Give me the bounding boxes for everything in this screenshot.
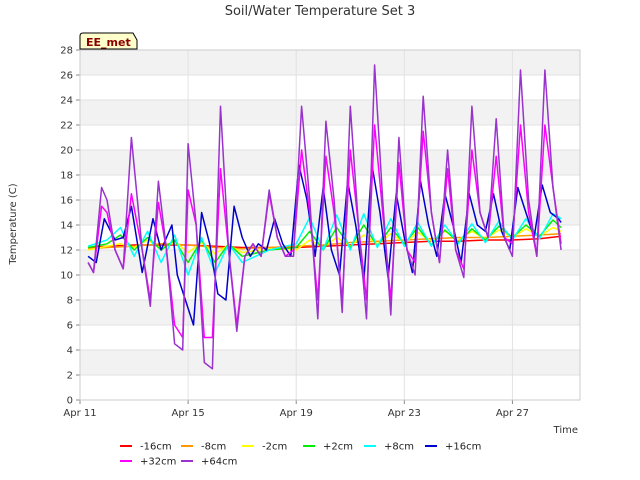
grid-band bbox=[80, 75, 580, 100]
legend-label: +2cm bbox=[323, 442, 353, 453]
y-tick-label: 12 bbox=[60, 246, 73, 257]
grid-band bbox=[80, 100, 580, 125]
legend-label: -16cm bbox=[140, 442, 172, 453]
grid-band bbox=[80, 375, 580, 400]
legend-label: +8cm bbox=[384, 442, 414, 453]
legend-item: +64cm bbox=[181, 457, 237, 468]
grid-band bbox=[80, 125, 580, 150]
station-badge: EE_met bbox=[79, 32, 138, 50]
legend-label: +32cm bbox=[140, 457, 176, 468]
y-tick-label: 26 bbox=[60, 71, 73, 82]
y-tick-label: 6 bbox=[67, 321, 73, 332]
y-tick-label: 22 bbox=[60, 121, 73, 132]
y-tick-label: 14 bbox=[60, 221, 73, 232]
legend-label: -2cm bbox=[262, 442, 287, 453]
x-axis-title: Time bbox=[553, 425, 578, 436]
y-tick-label: 8 bbox=[67, 296, 73, 307]
x-axis-ticks: Apr 11 Apr 15 Apr 19 Apr 23 Apr 27 bbox=[63, 400, 529, 419]
chart-title: Soil/Water Temperature Set 3 bbox=[225, 4, 416, 19]
x-tick-label: Apr 11 bbox=[63, 408, 96, 419]
series-line-1 bbox=[88, 233, 562, 250]
y-tick-label: 10 bbox=[60, 271, 73, 282]
legend: -16cm -8cm -2cm +2cm +8cm +16cm +32cm +64cm bbox=[120, 442, 481, 468]
series-line-5 bbox=[87, 164, 562, 326]
legend-item: +32cm bbox=[120, 457, 176, 468]
x-tick-label: Apr 19 bbox=[280, 408, 313, 419]
grid-band bbox=[80, 275, 580, 300]
y-tick-label: 28 bbox=[60, 46, 73, 57]
series-line-7 bbox=[87, 64, 562, 370]
grid-band bbox=[80, 250, 580, 275]
x-tick-label: Apr 15 bbox=[172, 408, 205, 419]
grid-band bbox=[80, 50, 580, 75]
series-lines bbox=[87, 64, 562, 370]
legend-item: +16cm bbox=[425, 442, 481, 453]
y-tick-label: 24 bbox=[60, 96, 73, 107]
y-tick-label: 2 bbox=[67, 371, 73, 382]
legend-label: +16cm bbox=[445, 442, 481, 453]
y-axis-title: Temperature (C) bbox=[8, 183, 19, 265]
legend-label: -8cm bbox=[201, 442, 226, 453]
plot-frame bbox=[79, 49, 581, 401]
legend-item: -8cm bbox=[181, 442, 226, 453]
legend-item: +8cm bbox=[364, 442, 414, 453]
y-tick-label: 16 bbox=[60, 196, 73, 207]
grid-band bbox=[80, 350, 580, 375]
y-tick-label: 20 bbox=[60, 146, 73, 157]
x-tick-label: Apr 27 bbox=[496, 408, 529, 419]
station-badge-label: EE_met bbox=[86, 36, 131, 49]
y-tick-label: 4 bbox=[67, 346, 73, 357]
y-tick-label: 0 bbox=[67, 396, 73, 407]
legend-item: -16cm bbox=[120, 442, 172, 453]
legend-label: +64cm bbox=[201, 457, 237, 468]
grid-band bbox=[80, 300, 580, 325]
grid-band bbox=[80, 200, 580, 225]
legend-item: +2cm bbox=[303, 442, 353, 453]
y-tick-label: 18 bbox=[60, 171, 73, 182]
x-tick-label: Apr 23 bbox=[388, 408, 421, 419]
legend-item: -2cm bbox=[242, 442, 287, 453]
grid-band bbox=[80, 325, 580, 350]
